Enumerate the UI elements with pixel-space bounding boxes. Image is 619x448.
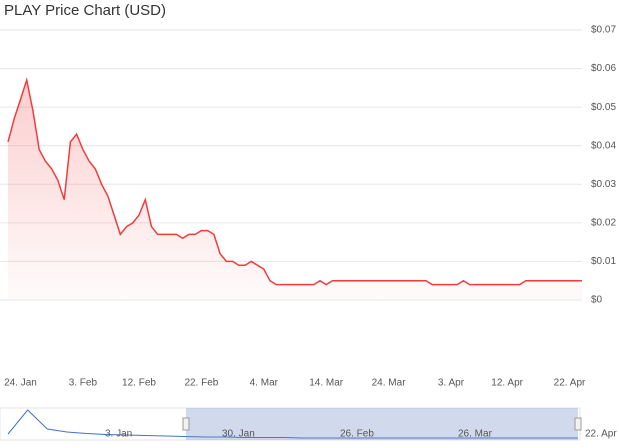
x-tick-label: 24. Mar <box>372 378 407 389</box>
area-fill <box>8 80 582 300</box>
y-tick-label: $0.03 <box>591 179 616 190</box>
y-tick-label: $0.05 <box>591 102 616 113</box>
navigator-label: 30. Jan <box>222 429 255 440</box>
chart-title: PLAY Price Chart (USD) <box>4 2 166 19</box>
x-tick-label: 3. Feb <box>69 378 98 389</box>
x-tick-label: 22. Feb <box>184 378 218 389</box>
navigator-label: 22. Apr <box>585 429 617 440</box>
navigator-selection[interactable] <box>186 408 578 440</box>
y-tick-label: $0.07 <box>591 25 616 36</box>
navigator-label: 3. Jan <box>105 429 132 440</box>
y-tick-label: $0 <box>591 295 603 306</box>
navigator-label: 26. Mar <box>458 429 493 440</box>
x-tick-label: 12. Apr <box>491 378 523 389</box>
x-tick-label: 22. Apr <box>554 378 586 389</box>
x-tick-label: 4. Mar <box>250 378 279 389</box>
x-tick-label: 12. Feb <box>122 378 156 389</box>
x-tick-label: 24. Jan <box>4 378 37 389</box>
y-tick-label: $0.01 <box>591 256 616 267</box>
navigator-label: 26. Feb <box>340 429 374 440</box>
navigator-handle[interactable] <box>574 417 582 431</box>
y-tick-label: $0.02 <box>591 217 616 228</box>
x-tick-label: 3. Apr <box>438 378 465 389</box>
navigator-handle[interactable] <box>182 417 190 431</box>
price-line <box>7 77 582 286</box>
y-tick-label: $0.06 <box>591 63 616 74</box>
y-tick-label: $0.04 <box>591 140 616 151</box>
navigator-line <box>7 409 578 439</box>
navigator <box>0 407 581 441</box>
x-tick-label: 14. Mar <box>309 378 344 389</box>
